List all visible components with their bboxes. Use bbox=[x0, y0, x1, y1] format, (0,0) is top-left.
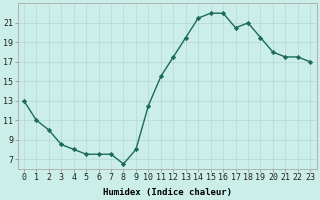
X-axis label: Humidex (Indice chaleur): Humidex (Indice chaleur) bbox=[103, 188, 232, 197]
